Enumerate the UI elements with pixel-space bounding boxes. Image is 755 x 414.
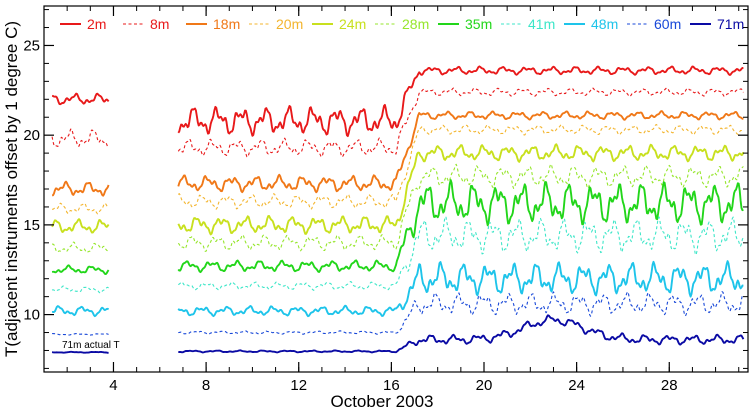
y-tick-label: 15	[23, 217, 40, 234]
x-tick-label: 28	[661, 377, 678, 394]
annotation-71m-actual: 71m actual T	[62, 340, 120, 351]
series-line-24m	[51, 218, 110, 234]
y-tick-label: 20	[23, 127, 40, 144]
series-layer	[51, 65, 745, 354]
legend-label-28m: 28m	[402, 16, 429, 32]
legend-label-20m: 20m	[276, 16, 303, 32]
series-line-60m	[52, 333, 109, 336]
x-axis-ticks: 4 8 12 16 20 24 28	[43, 6, 740, 394]
x-axis-label: October 2003	[330, 392, 433, 411]
x-tick-label: 16	[383, 377, 400, 394]
legend-label-41m: 41m	[528, 16, 555, 32]
series-line-60m	[178, 291, 744, 335]
series-line-20m	[177, 123, 744, 210]
series-line-18m	[52, 180, 110, 197]
x-tick-label: 4	[109, 377, 117, 394]
series-line-2m	[177, 65, 744, 138]
series-line-2m	[51, 92, 110, 106]
series-line-48m	[51, 305, 109, 318]
series-line-8m	[51, 128, 109, 148]
series-line-71m	[51, 350, 109, 354]
legend-label-35m: 35m	[465, 16, 492, 32]
legend-label-60m: 60m	[654, 16, 681, 32]
legend: 2m 8m 18m 20m 24m 28m 35m 41m 48m 60m 71m	[60, 16, 744, 32]
series-line-28m	[52, 241, 109, 253]
series-line-41m	[51, 285, 109, 294]
legend-label-48m: 48m	[591, 16, 618, 32]
x-tick-label: 12	[290, 377, 307, 394]
series-line-48m	[177, 260, 744, 318]
x-tick-label: 20	[476, 377, 493, 394]
series-line-41m	[178, 216, 744, 291]
y-axis-label: T(adjacent instruments offset by 1 degre…	[2, 21, 21, 357]
series-line-8m	[177, 87, 744, 158]
plot-frame	[43, 5, 749, 373]
x-tick-label: 8	[202, 377, 210, 394]
y-axis-ticks: 10 15 20 25	[23, 9, 748, 369]
series-line-18m	[177, 110, 744, 194]
legend-label-18m: 18m	[213, 16, 240, 32]
legend-label-24m: 24m	[339, 16, 366, 32]
legend-label-71m: 71m	[717, 16, 744, 32]
series-line-71m	[178, 314, 745, 354]
legend-label-8m: 8m	[150, 16, 169, 32]
series-line-24m	[177, 143, 745, 236]
series-line-35m	[51, 264, 110, 276]
series-line-20m	[52, 202, 109, 215]
y-tick-label: 25	[23, 37, 40, 54]
y-tick-label: 10	[23, 307, 40, 324]
x-tick-label: 24	[568, 377, 585, 394]
legend-label-2m: 2m	[87, 16, 106, 32]
series-line-35m	[177, 179, 744, 274]
